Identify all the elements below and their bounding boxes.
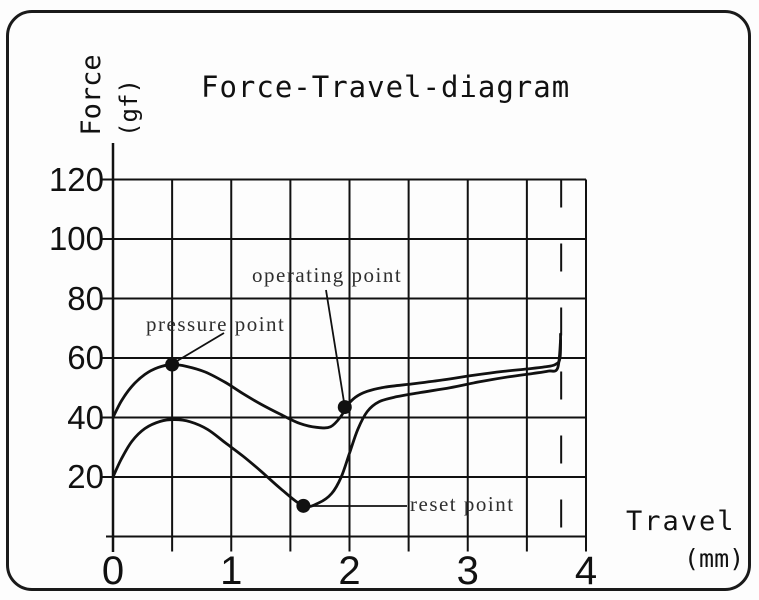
x-tick-label: 1	[220, 549, 243, 593]
x-tick-label: 4	[574, 549, 598, 593]
x-tick-label: 2	[338, 549, 361, 593]
chart-border	[6, 10, 751, 591]
marker-operating-point	[337, 400, 352, 415]
y-tick-label: 80	[67, 279, 104, 317]
annotation-pressure-point: pressure point	[146, 312, 286, 336]
y-tick-label: 40	[67, 398, 104, 436]
leader-line-operating-point	[325, 289, 345, 403]
chart-title: Force-Travel-diagram	[201, 70, 571, 104]
leader-line-pressure-point	[176, 332, 225, 362]
y-tick-label: 60	[67, 339, 104, 376]
curve-release-stroke	[111, 338, 562, 509]
x-axis-unit: (mm)	[684, 544, 745, 573]
marker-pressure-point	[165, 357, 180, 372]
annotation-reset-point: reset point	[410, 492, 515, 516]
x-tick-label: 0	[101, 549, 125, 593]
x-axis-title: Travel	[626, 506, 736, 537]
annotation-operating-point: operating point	[252, 263, 403, 287]
x-tick-label: 3	[456, 549, 479, 593]
y-tick-label: 20	[67, 458, 104, 495]
y-tick-label: 100	[48, 220, 104, 257]
marker-reset-point	[296, 498, 311, 513]
curve-press-stroke	[111, 332, 562, 430]
y-tick-label: 120	[48, 160, 104, 198]
